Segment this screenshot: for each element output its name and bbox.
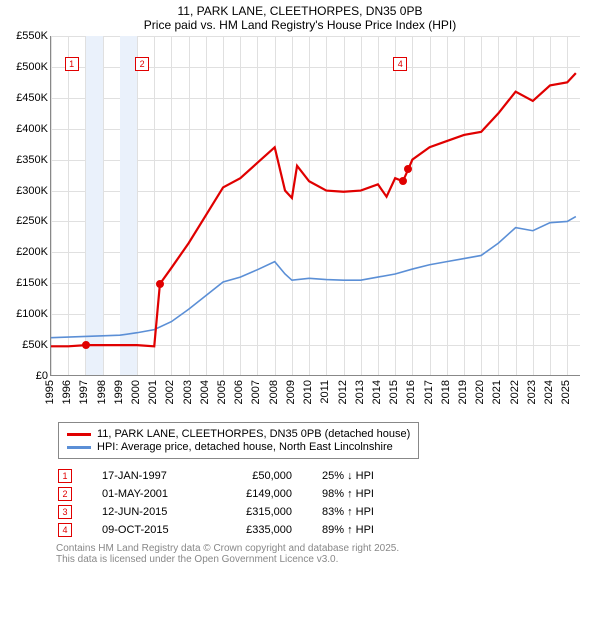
legend: 11, PARK LANE, CLEETHORPES, DN35 0PB (de… [58, 422, 419, 459]
x-tick-label: 2009 [285, 380, 297, 404]
subtitle: Price paid vs. HM Land Registry's House … [8, 18, 592, 32]
y-tick-label: £100K [16, 308, 48, 320]
x-tick-label: 2001 [147, 380, 159, 404]
transaction-price: £335,000 [222, 524, 292, 536]
x-tick-label: 2018 [440, 380, 452, 404]
transaction-price: £315,000 [222, 506, 292, 518]
transaction-date: 09-OCT-2015 [102, 524, 192, 536]
series-svg [51, 36, 581, 376]
transaction-row: 3 12-JUN-2015 £315,000 83% ↑ HPI [58, 505, 592, 519]
address-title: 11, PARK LANE, CLEETHORPES, DN35 0PB [8, 4, 592, 18]
x-axis: 1995199619971998199920002001200220032004… [50, 376, 580, 416]
x-tick-label: 2006 [233, 380, 245, 404]
transactions-table: 1 17-JAN-1997 £50,000 25% ↓ HPI 2 01-MAY-2001… [58, 469, 592, 537]
price-marker [156, 280, 164, 288]
transaction-pct: 83% ↑ HPI [322, 506, 412, 518]
x-tick-label: 2021 [491, 380, 503, 404]
x-tick-label: 2008 [268, 380, 280, 404]
footer: Contains HM Land Registry data © Crown c… [56, 543, 592, 565]
transaction-date: 01-MAY-2001 [102, 488, 192, 500]
transaction-date: 17-JAN-1997 [102, 470, 192, 482]
legend-row: 11, PARK LANE, CLEETHORPES, DN35 0PB (de… [67, 428, 410, 440]
page: 11, PARK LANE, CLEETHORPES, DN35 0PB Pri… [0, 0, 600, 573]
x-tick-label: 1998 [96, 380, 108, 404]
callout-box: 4 [393, 57, 407, 71]
x-tick-label: 2020 [474, 380, 486, 404]
transaction-pct: 89% ↑ HPI [322, 524, 412, 536]
y-tick-label: £150K [16, 277, 48, 289]
x-tick-label: 2000 [130, 380, 142, 404]
transaction-row: 2 01-MAY-2001 £149,000 98% ↑ HPI [58, 487, 592, 501]
series-line [51, 73, 576, 346]
x-tick-label: 2010 [302, 380, 314, 404]
legend-swatch [67, 446, 91, 449]
x-tick-label: 2002 [164, 380, 176, 404]
x-tick-label: 2007 [250, 380, 262, 404]
transaction-index-box: 2 [58, 487, 72, 501]
x-tick-label: 2015 [388, 380, 400, 404]
y-tick-label: £550K [16, 30, 48, 42]
y-tick-label: £50K [22, 339, 48, 351]
y-tick-label: £350K [16, 154, 48, 166]
x-tick-label: 2014 [371, 380, 383, 404]
transaction-index-box: 3 [58, 505, 72, 519]
x-tick-label: 2013 [354, 380, 366, 404]
x-tick-label: 2025 [560, 380, 572, 404]
x-tick-label: 1997 [78, 380, 90, 404]
y-tick-label: £500K [16, 61, 48, 73]
legend-label: 11, PARK LANE, CLEETHORPES, DN35 0PB (de… [97, 428, 410, 440]
y-tick-label: £250K [16, 215, 48, 227]
legend-swatch [67, 433, 91, 436]
transaction-pct: 98% ↑ HPI [322, 488, 412, 500]
x-tick-label: 2022 [509, 380, 521, 404]
chart: £0£50K£100K£150K£200K£250K£300K£350K£400… [8, 36, 588, 416]
x-tick-label: 2005 [216, 380, 228, 404]
y-tick-label: £200K [16, 246, 48, 258]
transaction-row: 1 17-JAN-1997 £50,000 25% ↓ HPI [58, 469, 592, 483]
price-marker [404, 165, 412, 173]
transaction-index-box: 4 [58, 523, 72, 537]
transaction-date: 12-JUN-2015 [102, 506, 192, 518]
callout-box: 2 [135, 57, 149, 71]
y-tick-label: £450K [16, 92, 48, 104]
title-block: 11, PARK LANE, CLEETHORPES, DN35 0PB Pri… [8, 4, 592, 32]
plot-area: 1 2 4 [50, 36, 580, 376]
y-axis: £0£50K£100K£150K£200K£250K£300K£350K£400… [8, 36, 50, 376]
footer-line-1: Contains HM Land Registry data © Crown c… [56, 543, 592, 554]
transaction-price: £149,000 [222, 488, 292, 500]
x-tick-label: 2012 [337, 380, 349, 404]
x-tick-label: 1995 [44, 380, 56, 404]
x-tick-label: 1996 [61, 380, 73, 404]
x-tick-label: 2003 [182, 380, 194, 404]
legend-row: HPI: Average price, detached house, Nort… [67, 441, 410, 453]
x-tick-label: 2016 [405, 380, 417, 404]
transaction-row: 4 09-OCT-2015 £335,000 89% ↑ HPI [58, 523, 592, 537]
x-tick-label: 2004 [199, 380, 211, 404]
y-tick-label: £400K [16, 123, 48, 135]
transaction-index-box: 1 [58, 469, 72, 483]
series-line [51, 217, 576, 338]
callout-box: 1 [65, 57, 79, 71]
transaction-price: £50,000 [222, 470, 292, 482]
x-tick-label: 2023 [526, 380, 538, 404]
price-marker [399, 177, 407, 185]
y-tick-label: £300K [16, 185, 48, 197]
x-tick-label: 1999 [113, 380, 125, 404]
x-tick-label: 2011 [319, 380, 331, 404]
price-marker [82, 341, 90, 349]
legend-label: HPI: Average price, detached house, Nort… [97, 441, 393, 453]
x-tick-label: 2019 [457, 380, 469, 404]
transaction-pct: 25% ↓ HPI [322, 470, 412, 482]
x-tick-label: 2024 [543, 380, 555, 404]
footer-line-2: This data is licensed under the Open Gov… [56, 554, 592, 565]
x-tick-label: 2017 [423, 380, 435, 404]
